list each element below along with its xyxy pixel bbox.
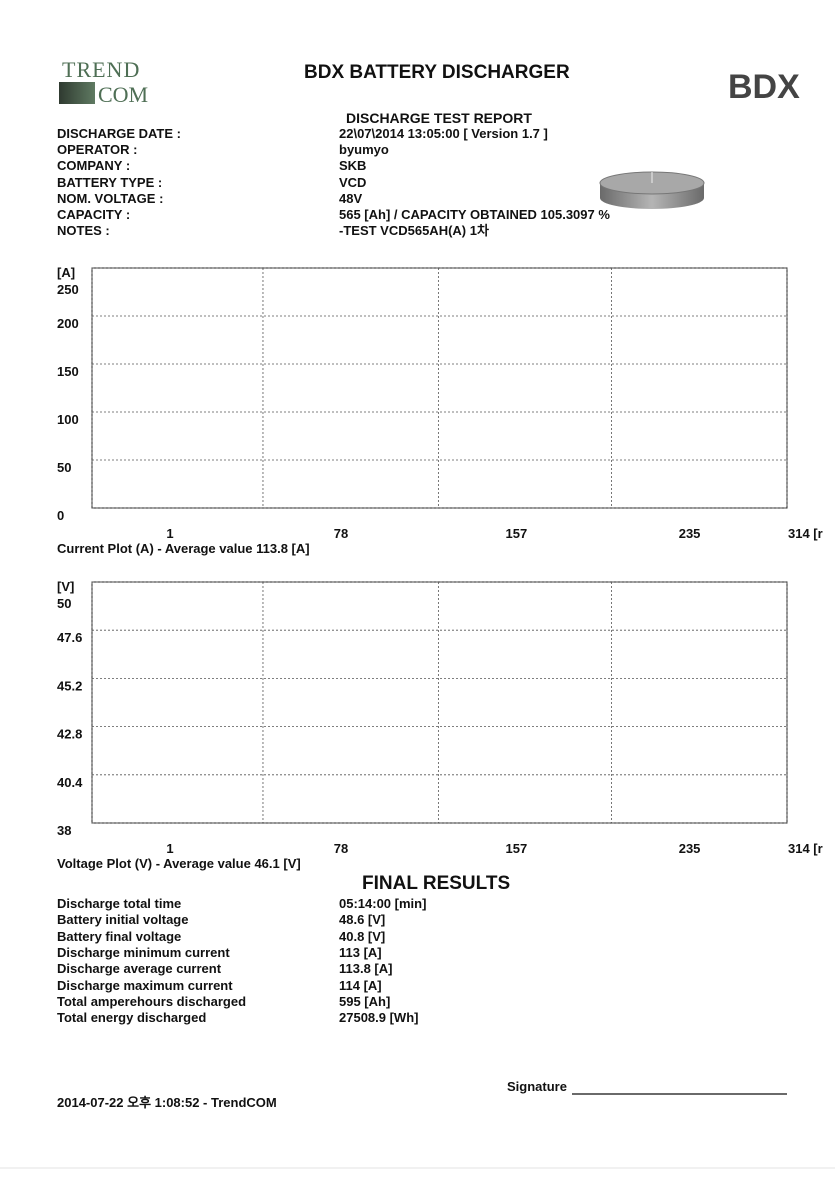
info-value: SKB [339, 158, 367, 174]
result-label: Total amperehours discharged [57, 993, 247, 1009]
plot-frame [91, 267, 788, 509]
y-tick-label: 45.2 [57, 678, 82, 693]
logo-text: TREND [62, 57, 141, 82]
result-value: 113 [A] [339, 944, 382, 960]
x-tick-label: 314 [r [788, 526, 823, 541]
y-tick-label: 100 [57, 412, 79, 427]
info-value: 48V [339, 190, 363, 206]
info-label: OPERATOR : [57, 142, 138, 158]
signature-label: Signature [507, 1079, 567, 1094]
result-value: 595 [Ah] [339, 993, 391, 1009]
report-title: DISCHARGE TEST REPORT [346, 110, 532, 126]
y-tick-label: 47.6 [57, 630, 82, 645]
y-tick-label: 0 [57, 508, 64, 523]
result-value: 114 [A] [339, 977, 382, 993]
x-tick-label: 1 [166, 526, 173, 541]
info-value: 565 [Ah] / CAPACITY OBTAINED 105.3097 % [339, 207, 610, 222]
y-tick-label: 40.4 [57, 775, 83, 790]
x-tick-label: 235 [679, 841, 701, 856]
result-label: Discharge maximum current [57, 977, 233, 993]
result-value: 05:14:00 [min] [339, 896, 427, 911]
info-label: NOTES : [57, 223, 110, 239]
x-tick-label: 78 [334, 841, 348, 856]
x-tick-label: 157 [506, 841, 528, 856]
chart-title: Voltage Plot (V) - Average value 46.1 [V… [57, 856, 301, 871]
logo-text: COM [98, 82, 149, 107]
y-tick-label: 200 [57, 316, 79, 331]
y-tick-label: 150 [57, 364, 79, 379]
result-label: Discharge minimum current [57, 944, 230, 960]
battery-icon [599, 171, 705, 209]
x-tick-label: 314 [r [788, 841, 823, 856]
result-value: 27508.9 [Wh] [339, 1010, 419, 1026]
info-value: 22\07\2014 13:05:00 [ Version 1.7 ] [339, 126, 548, 141]
footer-timestamp: 2014-07-22 오후 1:08:52 - TrendCOM [57, 1095, 277, 1110]
y-axis-label: [V] [57, 579, 74, 594]
info-label: NOM. VOLTAGE : [57, 190, 164, 206]
x-tick-label: 235 [679, 526, 701, 541]
y-tick-label: 50 [57, 460, 71, 475]
info-label: DISCHARGE DATE : [57, 126, 181, 141]
info-label: CAPACITY : [57, 207, 131, 222]
chart-title: Current Plot (A) - Average value 113.8 [… [57, 541, 310, 556]
result-label: Discharge total time [57, 896, 182, 911]
results-title: FINAL RESULTS [362, 873, 511, 894]
y-tick-label: 250 [57, 282, 79, 297]
result-value: 40.8 [V] [339, 928, 386, 944]
logo-mark [59, 82, 95, 104]
y-tick-label: 38 [57, 823, 71, 838]
y-tick-label: 50 [57, 596, 71, 611]
result-label: Battery final voltage [57, 928, 182, 944]
x-tick-label: 157 [506, 526, 528, 541]
info-value: VCD [339, 174, 367, 190]
result-value: 48.6 [V] [339, 912, 386, 928]
result-label: Battery initial voltage [57, 912, 189, 928]
info-value: -TEST VCD565AH(A) 1차 [339, 223, 489, 239]
result-value: 113.8 [A] [339, 961, 393, 977]
result-label: Total energy discharged [57, 1010, 207, 1026]
brand-logo: BDX [728, 68, 800, 106]
report-header: BDX BATTERY DISCHARGER [304, 62, 570, 83]
y-tick-label: 42.8 [57, 727, 82, 742]
info-label: BATTERY TYPE : [57, 174, 163, 190]
result-label: Discharge average current [57, 961, 222, 977]
plot-frame [91, 581, 788, 824]
info-value: byumyo [339, 142, 389, 158]
y-axis-label: [A] [57, 265, 75, 280]
info-label: COMPANY : [57, 158, 131, 174]
x-tick-label: 1 [166, 841, 173, 856]
x-tick-label: 78 [334, 526, 348, 541]
